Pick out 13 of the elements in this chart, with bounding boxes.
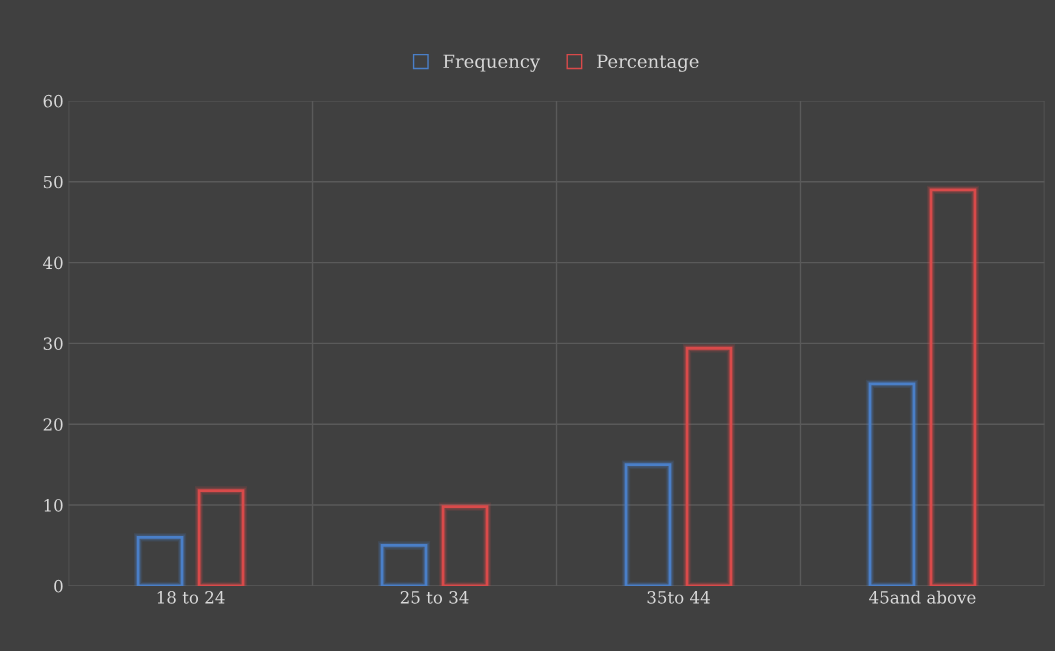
y-tick-label: 60 [43, 94, 63, 108]
y-tick-label: 10 [44, 499, 63, 512]
y-tick-label: 0 [54, 579, 63, 593]
y-tick-label: 50 [43, 175, 63, 189]
x-tick-label: 35to 44 [647, 591, 710, 604]
y-tick-label: 20 [43, 418, 63, 431]
x-tick-label: 18 to 24 [157, 591, 225, 604]
legend-label: Percentage [597, 54, 699, 72]
x-tick-label: 45and above [869, 590, 976, 604]
x-tick-label: 25 to 34 [400, 591, 469, 604]
legend-label: Frequency [443, 54, 541, 72]
y-tick-label: 40 [43, 256, 63, 270]
y-tick-label: 30 [43, 337, 63, 350]
